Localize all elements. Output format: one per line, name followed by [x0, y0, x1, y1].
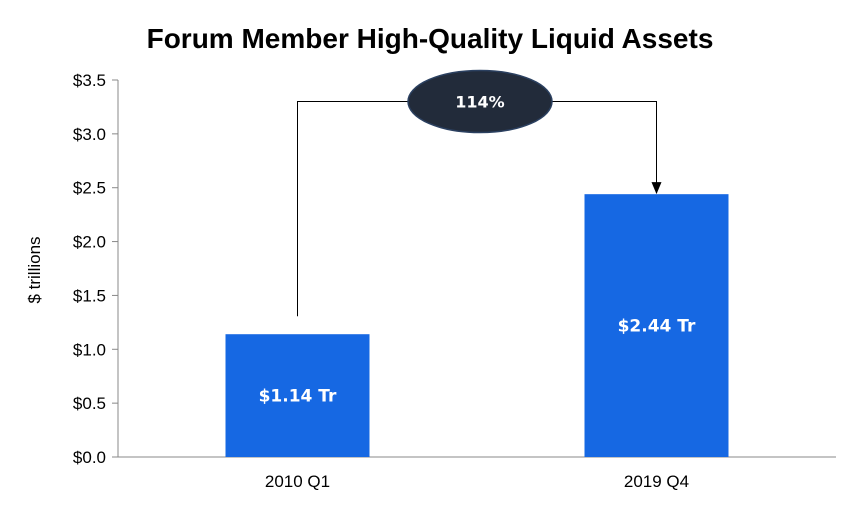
y-tick-label: $0.0 [73, 448, 106, 467]
data-labels: $1.14 Tr $2.44 Tr [259, 317, 696, 407]
y-tick-label: $1.5 [73, 286, 106, 305]
y-tick-label: $2.5 [73, 179, 106, 198]
y-tick-label: $0.5 [73, 394, 106, 413]
data-label: $1.14 Tr [259, 387, 337, 407]
growth-badge-label: 114% [455, 93, 504, 112]
y-tick-label: $3.0 [73, 125, 106, 144]
growth-badge [407, 69, 553, 134]
bar [225, 334, 370, 457]
growth-annotation: 114% [297, 69, 662, 317]
x-tick-label: 2019 Q4 [624, 472, 689, 491]
bar [584, 194, 729, 458]
y-axis-label: $ trillions [25, 236, 44, 303]
y-ticks: $0.0 $0.5 $1.0 $1.5 $2.0 $2.5 $3.0 $3.5 [73, 71, 118, 467]
y-tick-label: $2.0 [73, 233, 106, 252]
x-ticks: 2010 Q1 2019 Q4 [265, 472, 689, 491]
data-label: $2.44 Tr [618, 317, 696, 337]
chart-title: Forum Member High-Quality Liquid Assets [147, 23, 714, 54]
y-tick-label: $1.0 [73, 340, 106, 359]
bars [225, 194, 729, 458]
x-tick-label: 2010 Q1 [265, 472, 330, 491]
arrow-down-icon [651, 182, 662, 195]
y-tick-label: $3.5 [73, 71, 106, 90]
